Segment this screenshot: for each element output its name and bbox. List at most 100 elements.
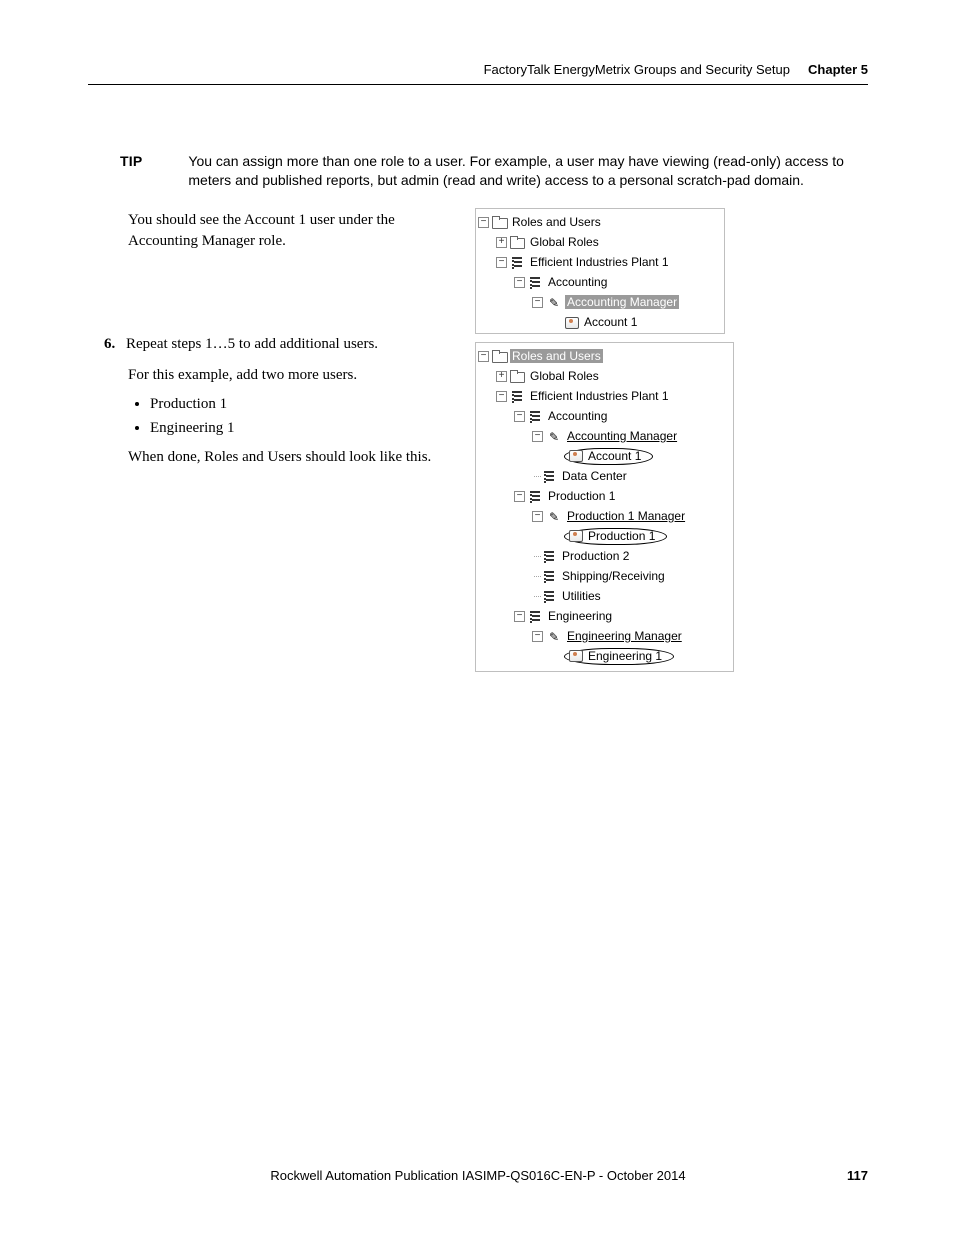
tree-node-prod1-user[interactable]: Production 1: [478, 526, 729, 546]
tree-node-plant[interactable]: − Efficient Industries Plant 1: [478, 386, 729, 406]
tree-view-2: − Roles and Users + Global Roles − Effic…: [475, 342, 734, 672]
node-label: Accounting: [546, 409, 609, 423]
tree-node-plant[interactable]: − Efficient Industries Plant 1: [478, 252, 720, 272]
node-label: Production 2: [560, 549, 631, 563]
chapter-label: Chapter 5: [808, 62, 868, 77]
expander-minus-icon[interactable]: −: [496, 257, 507, 268]
expander-minus-icon[interactable]: −: [514, 611, 525, 622]
expander-minus-icon[interactable]: −: [532, 511, 543, 522]
node-label: Account 1: [582, 315, 639, 329]
bullet-item: Engineering 1: [150, 418, 464, 439]
tip-label: TIP: [120, 152, 142, 190]
bullet-list: Production 1 Engineering 1: [150, 394, 464, 439]
domain-icon: [542, 550, 557, 563]
tree-node-utilities[interactable]: ···· Utilities: [478, 586, 729, 606]
expander-minus-icon[interactable]: −: [496, 391, 507, 402]
expander-plus-icon[interactable]: +: [496, 371, 507, 382]
domain-icon: [510, 390, 525, 403]
node-label: Accounting Manager: [565, 429, 679, 443]
tree-node-accounting[interactable]: − Accounting: [478, 406, 729, 426]
tree-node-acct-mgr[interactable]: − ✎ Accounting Manager: [478, 292, 720, 312]
node-label: Data Center: [560, 469, 629, 483]
domain-icon: [528, 276, 543, 289]
role-icon: ✎: [546, 510, 562, 523]
node-label: Roles and Users: [510, 215, 603, 229]
step-number: 6.: [104, 334, 126, 355]
tree-node-data-center[interactable]: ···· Data Center: [478, 466, 729, 486]
domain-icon: [510, 256, 525, 269]
tree-view-1: − Roles and Users + Global Roles − Effic…: [475, 208, 725, 334]
node-label: Engineering 1: [586, 649, 664, 663]
role-icon: ✎: [546, 430, 562, 443]
domain-icon: [542, 570, 557, 583]
domain-icon: [528, 490, 543, 503]
folder-closed-icon: [510, 370, 525, 383]
node-label: Efficient Industries Plant 1: [528, 389, 671, 403]
node-label: Engineering: [546, 609, 614, 623]
node-label: Production 1 Manager: [565, 509, 687, 523]
role-icon: ✎: [546, 296, 562, 309]
expander-plus-icon[interactable]: +: [496, 237, 507, 248]
tree-node-engineering[interactable]: − Engineering: [478, 606, 729, 626]
circled-highlight: Production 1: [564, 528, 667, 545]
expander-minus-icon[interactable]: −: [514, 491, 525, 502]
expander-minus-icon[interactable]: −: [532, 431, 543, 442]
expander-minus-icon[interactable]: −: [532, 297, 543, 308]
tree-node-prod2[interactable]: ···· Production 2: [478, 546, 729, 566]
tree-node-global-roles[interactable]: + Global Roles: [478, 366, 729, 386]
role-icon: ✎: [546, 630, 562, 643]
user-icon: [568, 449, 583, 462]
node-label: Accounting: [546, 275, 609, 289]
page-footer: Rockwell Automation Publication IASIMP-Q…: [88, 1168, 868, 1183]
folder-open-icon: [492, 350, 507, 363]
expander-minus-icon[interactable]: −: [532, 631, 543, 642]
node-label: Shipping/Receiving: [560, 569, 667, 583]
tree-node-eng1[interactable]: Engineering 1: [478, 646, 729, 666]
tree-node-acct-mgr[interactable]: − ✎ Accounting Manager: [478, 426, 729, 446]
page-number: 117: [847, 1168, 868, 1183]
tree-node-prod1[interactable]: − Production 1: [478, 486, 729, 506]
user-icon: [564, 316, 579, 329]
bullet-item: Production 1: [150, 394, 464, 415]
domain-icon: [542, 470, 557, 483]
node-label: Roles and Users: [510, 349, 603, 363]
circled-highlight: Account 1: [564, 448, 653, 465]
node-label: Global Roles: [528, 369, 601, 383]
tree-node-global-roles[interactable]: + Global Roles: [478, 232, 720, 252]
node-label: Account 1: [586, 449, 643, 463]
tree-node-ship-recv[interactable]: ···· Shipping/Receiving: [478, 566, 729, 586]
step-text-2: For this example, add two more users.: [128, 365, 464, 386]
folder-closed-icon: [510, 236, 525, 249]
tip-text: You can assign more than one role to a u…: [188, 152, 868, 190]
header-rule: [88, 84, 868, 85]
node-label: Utilities: [560, 589, 603, 603]
tree-node-prod1-mgr[interactable]: − ✎ Production 1 Manager: [478, 506, 729, 526]
node-label: Global Roles: [528, 235, 601, 249]
step-text-1: Repeat steps 1…5 to add additional users…: [126, 336, 378, 352]
node-label: Production 1: [586, 529, 657, 543]
section-title: FactoryTalk EnergyMetrix Groups and Secu…: [484, 62, 790, 77]
expander-minus-icon[interactable]: −: [478, 217, 489, 228]
domain-icon: [528, 410, 543, 423]
publication-info: Rockwell Automation Publication IASIMP-Q…: [270, 1168, 685, 1183]
tree-node-account1[interactable]: Account 1: [478, 312, 720, 332]
tree-node-roles-users[interactable]: − Roles and Users: [478, 346, 729, 366]
folder-open-icon: [492, 216, 507, 229]
tree-node-roles-users[interactable]: − Roles and Users: [478, 212, 720, 232]
expander-minus-icon[interactable]: −: [514, 277, 525, 288]
step-6: 6.Repeat steps 1…5 to add additional use…: [104, 334, 464, 468]
node-label: Production 1: [546, 489, 617, 503]
tree-node-eng-mgr[interactable]: − ✎ Engineering Manager: [478, 626, 729, 646]
tree-node-account1[interactable]: Account 1: [478, 446, 729, 466]
domain-icon: [528, 610, 543, 623]
expander-minus-icon[interactable]: −: [478, 351, 489, 362]
expander-minus-icon[interactable]: −: [514, 411, 525, 422]
paragraph-account1: You should see the Account 1 user under …: [128, 210, 438, 252]
node-label: Accounting Manager: [565, 295, 679, 309]
step-text-3: When done, Roles and Users should look l…: [128, 447, 464, 468]
tree-node-accounting[interactable]: − Accounting: [478, 272, 720, 292]
node-label: Engineering Manager: [565, 629, 684, 643]
page-header: FactoryTalk EnergyMetrix Groups and Secu…: [484, 62, 868, 77]
user-icon: [568, 529, 583, 542]
circled-highlight: Engineering 1: [564, 648, 674, 665]
